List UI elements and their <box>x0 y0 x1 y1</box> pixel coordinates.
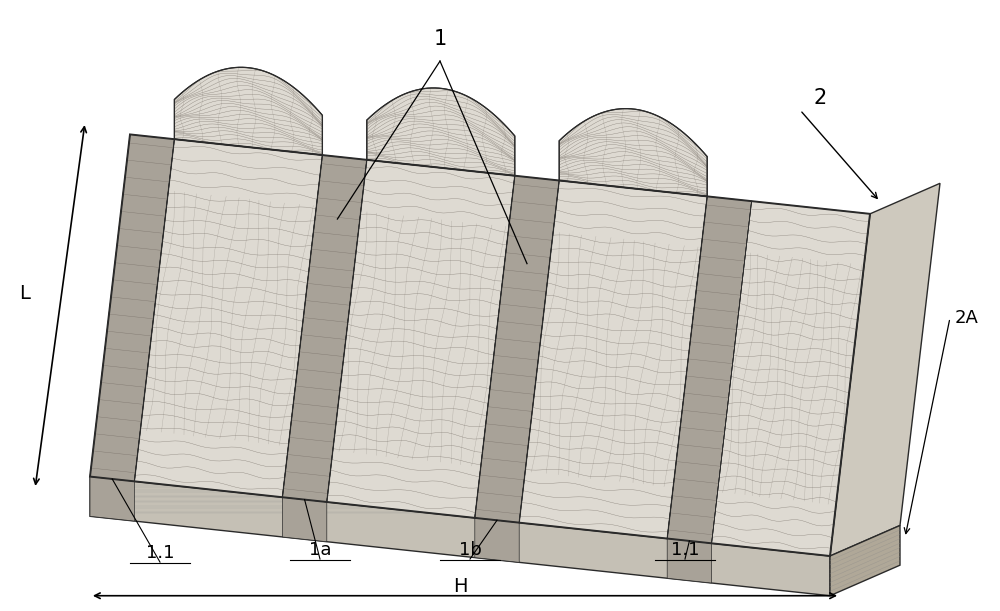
Text: 1.1: 1.1 <box>146 544 174 562</box>
Polygon shape <box>90 134 174 481</box>
Text: 1b: 1b <box>459 541 481 559</box>
Text: 2: 2 <box>813 88 827 108</box>
Polygon shape <box>559 109 707 196</box>
Polygon shape <box>90 477 134 521</box>
Polygon shape <box>134 139 322 497</box>
Polygon shape <box>327 160 515 518</box>
Polygon shape <box>667 538 712 583</box>
Polygon shape <box>475 518 519 562</box>
Polygon shape <box>282 497 327 542</box>
Polygon shape <box>830 183 940 556</box>
Polygon shape <box>830 525 900 596</box>
Polygon shape <box>475 176 559 522</box>
Text: 1: 1 <box>433 29 447 49</box>
Text: L: L <box>20 284 30 303</box>
Text: H: H <box>453 577 467 596</box>
Polygon shape <box>712 201 870 556</box>
Text: 2A: 2A <box>955 309 979 327</box>
Polygon shape <box>282 155 367 502</box>
Polygon shape <box>174 67 322 155</box>
Polygon shape <box>367 88 515 176</box>
Polygon shape <box>90 477 830 596</box>
Polygon shape <box>519 180 707 538</box>
Polygon shape <box>667 196 752 543</box>
Text: 1a: 1a <box>309 541 331 559</box>
Text: 1.1: 1.1 <box>671 541 699 559</box>
